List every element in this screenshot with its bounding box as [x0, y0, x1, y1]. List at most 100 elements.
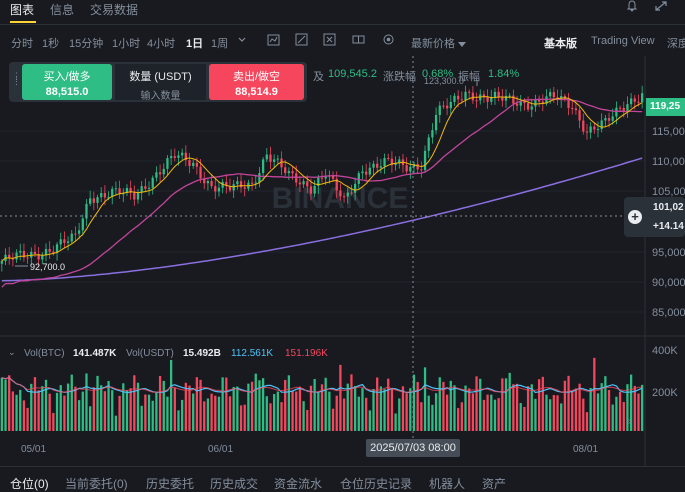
tab-transactions[interactable]: 资金流水	[274, 477, 323, 491]
candle	[203, 178, 206, 184]
tab-trading-data[interactable]: 交易数据	[90, 3, 139, 17]
ma99-line	[1, 157, 643, 282]
volume-bar	[92, 387, 95, 431]
ma7-line	[1, 96, 643, 262]
price-chart[interactable]: BINANCE 123,300.0 92,700.0 110,000 105,0…	[0, 56, 685, 466]
candle	[582, 120, 585, 132]
candle	[166, 158, 169, 169]
volume-bar	[405, 393, 408, 431]
timeframe-1w[interactable]: 1周	[211, 38, 229, 50]
volume-bar	[184, 382, 187, 431]
bell-icon[interactable]	[626, 0, 638, 15]
volume-bar	[526, 386, 530, 431]
volume-bar	[140, 405, 143, 431]
candle	[317, 177, 320, 187]
candle	[225, 181, 228, 187]
current-price-tag: 119,25	[646, 98, 685, 116]
volume-bar	[214, 395, 217, 431]
candle	[59, 239, 62, 245]
candle	[626, 104, 629, 111]
candle	[431, 130, 434, 138]
volume-bar	[549, 399, 552, 431]
indicator-icon[interactable]	[267, 33, 280, 49]
vol-y-tick: 200K	[652, 387, 678, 399]
tab-chart[interactable]: 图表	[10, 3, 35, 17]
view-basic[interactable]: 基本版	[544, 38, 577, 50]
add-order-plus-icon[interactable]: +	[628, 210, 642, 224]
candle	[0, 261, 3, 264]
view-tradingview[interactable]: Trading View	[591, 35, 655, 47]
volume-bar	[269, 403, 272, 431]
layout-icon[interactable]	[352, 33, 365, 49]
volume-bar	[394, 413, 397, 431]
volume-bar	[225, 377, 228, 431]
volume-bar	[490, 394, 493, 431]
volume-bar	[593, 357, 596, 431]
volume-bar	[85, 373, 88, 431]
vol-btc-label: Vol(BTC)	[24, 348, 65, 359]
tab-position-history[interactable]: 仓位历史记录	[340, 477, 413, 491]
volume-bar	[633, 385, 636, 431]
volume-bar	[169, 359, 173, 431]
timeframe-15m[interactable]: 15分钟	[69, 38, 104, 50]
timeframe-1d[interactable]: 1日	[186, 38, 204, 50]
candle	[574, 108, 578, 111]
candle	[339, 190, 342, 197]
timeframe-1s[interactable]: 1秒	[42, 38, 60, 50]
volume-collapse-icon[interactable]: ⌄	[8, 347, 16, 357]
compare-icon[interactable]	[323, 33, 336, 49]
volume-bar	[243, 404, 246, 431]
vol-usdt-label: Vol(USDT)	[126, 348, 174, 359]
tab-info[interactable]: 信息	[50, 3, 75, 17]
price-type-caret-icon[interactable]	[458, 37, 466, 51]
drawing-tool-icon[interactable]	[295, 33, 308, 49]
candle	[114, 188, 118, 190]
scroll-right-icon[interactable]: »	[626, 416, 632, 427]
volume-bar	[247, 383, 250, 431]
drag-handle-icon[interactable]: ⋮ ⋮	[12, 71, 21, 86]
candle	[52, 251, 55, 254]
volume-bar	[486, 394, 489, 431]
candle	[387, 158, 390, 160]
tab-open-orders[interactable]: 当前委托(0)	[65, 477, 128, 491]
sell-short-button[interactable]: 卖出/做空 88,514.9	[209, 64, 304, 100]
quantity-label: 数量 (USDT)	[129, 71, 192, 83]
change-value: 0.68%	[422, 68, 454, 80]
tab-order-history[interactable]: 历史委托	[146, 477, 195, 491]
tab-positions[interactable]: 仓位(0)	[10, 477, 49, 491]
price-type-select[interactable]: 最新价格	[411, 38, 455, 50]
y-tick: 85,000	[652, 307, 685, 319]
buy-long-button[interactable]: 买入/做多 88,515.0	[22, 64, 112, 100]
candle	[265, 154, 268, 160]
volume-bar	[22, 400, 26, 431]
volume-bar	[313, 378, 316, 431]
volume-bar	[122, 383, 125, 431]
settings-icon[interactable]	[382, 33, 395, 49]
candle	[365, 171, 368, 175]
timeframe-4h[interactable]: 4小时	[147, 38, 176, 50]
tab-assets[interactable]: 资产	[482, 477, 507, 491]
volume-bar	[320, 384, 324, 431]
crosshair-price-box[interactable]: + 101,02 +14.14	[624, 197, 685, 237]
chevron-down-icon[interactable]	[238, 33, 246, 48]
volume-bar	[309, 385, 313, 431]
candle	[641, 93, 644, 103]
quantity-input[interactable]: 数量 (USDT) 输入数量	[115, 64, 206, 102]
candle	[453, 95, 456, 102]
view-depth[interactable]: 深度	[667, 38, 685, 50]
volume-bar	[460, 402, 463, 431]
candle	[70, 233, 73, 242]
y-tick: 115,000	[652, 126, 685, 138]
volume-bar	[155, 391, 158, 431]
candle	[133, 192, 136, 200]
tab-trade-history[interactable]: 历史成交	[210, 477, 259, 491]
tab-bots[interactable]: 机器人	[429, 477, 466, 491]
candle	[585, 131, 589, 133]
candle	[342, 196, 346, 198]
volume-bar	[387, 378, 390, 431]
volume-bar	[464, 385, 467, 431]
timeframe-line[interactable]: 分时	[11, 38, 33, 50]
candle	[449, 101, 452, 109]
timeframe-1h[interactable]: 1小时	[112, 38, 141, 50]
expand-icon[interactable]	[654, 0, 668, 15]
